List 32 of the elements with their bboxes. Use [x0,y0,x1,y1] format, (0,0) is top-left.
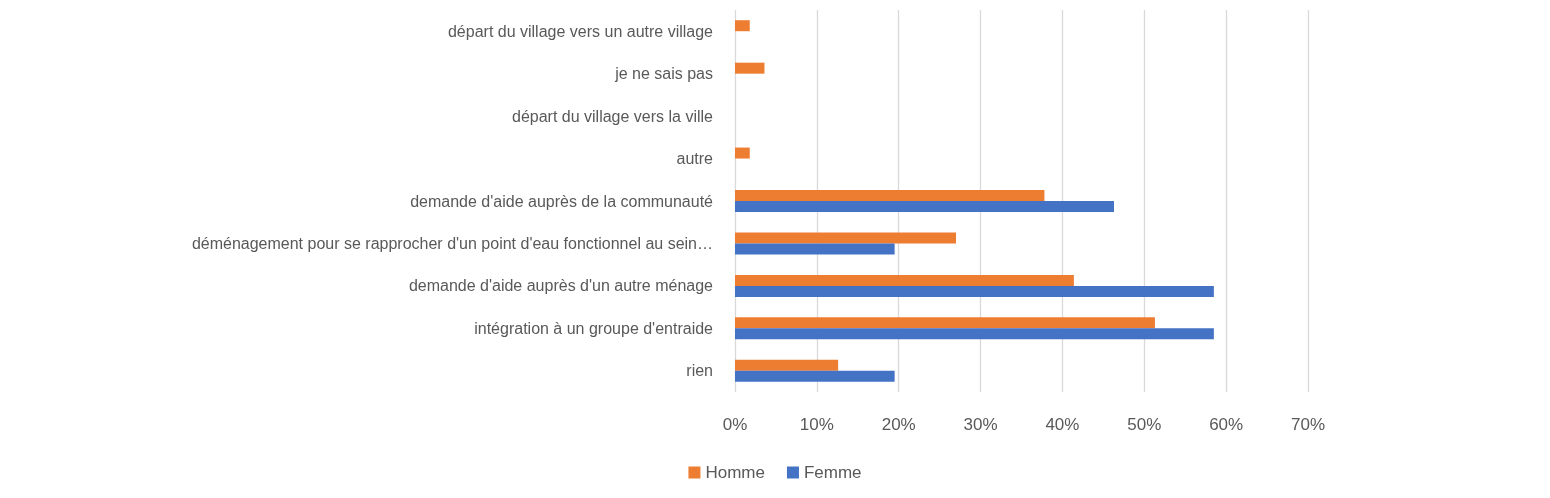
y-tick-label: intégration à un groupe d'entraide [474,319,714,337]
y-tick-label: demande d'aide auprès d'un autre ménage [408,277,714,295]
x-tick-label: 70% [1290,415,1326,434]
y-tick-label: je ne sais pas [614,65,713,83]
x-tick-label: 0% [722,415,748,434]
bar [735,359,839,371]
bar [735,20,750,32]
bar [735,147,750,159]
bar [735,232,957,244]
bar [735,274,1074,286]
x-tick-label: 20% [881,415,916,434]
legend-label: Homme [705,463,765,482]
bar [735,201,1114,212]
x-tick-label: 10% [799,415,834,434]
x-tick-label: 40% [1045,415,1080,434]
x-tick-label: 30% [963,415,998,434]
bar [735,328,1214,340]
y-tick-label: départ du village vers un autre village [447,22,714,40]
x-tick-label: 60% [1209,415,1244,434]
bar [735,317,1155,329]
x-tick-label: 50% [1127,415,1162,434]
bar [735,370,895,382]
y-tick-label: déménagement pour se rapprocher d'un point d'eau fonctionnel au sein… [191,234,713,252]
bar [735,285,1214,297]
y-tick-label: rien [686,362,713,380]
bar [735,62,765,74]
bar [735,190,1045,201]
y-tick-label: autre [676,150,714,168]
legend-label: Femme [803,463,862,482]
y-tick-label: demande d'aide auprès de la communauté [410,192,714,210]
bar [735,243,895,255]
y-tick-label: départ du village vers la ville [512,107,714,125]
